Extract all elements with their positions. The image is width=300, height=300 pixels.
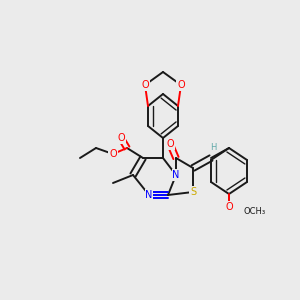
Text: O: O <box>109 149 117 159</box>
Text: OCH₃: OCH₃ <box>243 208 265 217</box>
Text: S: S <box>190 187 196 197</box>
Text: O: O <box>117 133 125 143</box>
Text: O: O <box>141 80 149 90</box>
Text: N: N <box>172 170 180 180</box>
Text: H: H <box>210 143 216 152</box>
Text: N: N <box>145 190 153 200</box>
Text: O: O <box>177 80 185 90</box>
Text: O: O <box>225 202 233 212</box>
Text: O: O <box>166 139 174 149</box>
